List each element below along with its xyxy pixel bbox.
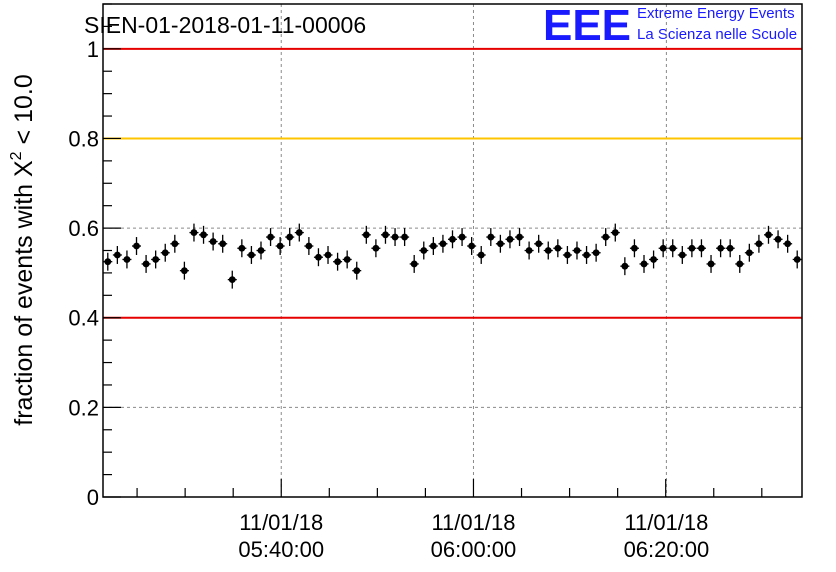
data-point xyxy=(698,244,705,252)
data-point xyxy=(602,233,610,241)
data-point xyxy=(726,244,734,252)
data-point xyxy=(621,262,629,270)
data-point xyxy=(736,260,744,268)
data-point xyxy=(535,240,543,248)
data-point xyxy=(439,240,447,248)
data-point xyxy=(286,233,294,241)
y-tick-label: 0.6 xyxy=(68,216,99,241)
data-point xyxy=(180,267,188,275)
data-point xyxy=(554,244,562,252)
chart-title: SIEN-01-2018-01-11-00006 xyxy=(84,12,366,38)
data-point xyxy=(257,247,265,254)
x-tick-label-time: 06:00:00 xyxy=(431,537,517,562)
data-point xyxy=(631,244,638,252)
data-point xyxy=(506,235,514,243)
data-point xyxy=(659,244,667,252)
data-point xyxy=(219,240,227,248)
logo-line-2: La Scienza nelle Scuole xyxy=(637,26,797,43)
data-point xyxy=(401,233,409,241)
data-point xyxy=(133,242,140,250)
data-point xyxy=(449,235,456,243)
data-point xyxy=(583,251,590,259)
data-point xyxy=(410,260,418,268)
data-point xyxy=(755,240,763,248)
data-point xyxy=(678,251,686,259)
y-axis-label: fraction of events with X2 < 10.0 xyxy=(8,74,38,425)
data-point xyxy=(525,247,533,254)
data-point xyxy=(717,244,725,252)
data-point xyxy=(477,251,485,259)
data-point xyxy=(113,251,121,259)
data-point xyxy=(200,231,207,239)
data-point xyxy=(343,256,351,263)
data-point xyxy=(161,249,169,257)
data-point xyxy=(592,249,600,257)
data-point xyxy=(765,231,772,239)
logo-letters: EEE xyxy=(543,1,631,50)
data-point xyxy=(238,244,246,252)
y-axis-label-suffix: < 10.0 xyxy=(10,74,38,151)
y-tick-label: 0.4 xyxy=(68,306,99,331)
data-point xyxy=(468,242,476,250)
data-point xyxy=(688,244,696,252)
data-point xyxy=(152,256,160,263)
data-point xyxy=(487,233,495,241)
x-tick-label-time: 05:40:00 xyxy=(238,537,324,562)
x-tick-label-time: 06:20:00 xyxy=(624,537,710,562)
data-point xyxy=(353,267,361,275)
x-tick-label-date: 11/01/18 xyxy=(624,510,708,535)
logo-line-1: Extreme Energy Events xyxy=(637,5,795,22)
data-point xyxy=(774,235,782,243)
data-point xyxy=(267,233,274,241)
data-point xyxy=(707,260,715,268)
data-point xyxy=(611,229,619,236)
y-tick-label: 1 xyxy=(87,37,99,62)
y-tick-label: 0 xyxy=(87,485,99,510)
data-point xyxy=(573,247,581,254)
data-point xyxy=(420,247,428,254)
data-point xyxy=(190,229,198,236)
data-point xyxy=(391,233,399,241)
data-point xyxy=(496,240,504,248)
data-point xyxy=(209,238,217,245)
data-point xyxy=(334,258,341,266)
data-point xyxy=(315,253,322,261)
plot-area: 00.20.40.60.8111/01/1805:40:0011/01/1806… xyxy=(68,3,803,562)
eee-logo: EEE Extreme Energy Events La Scienza nel… xyxy=(543,1,797,50)
data-point xyxy=(276,242,284,250)
data-point xyxy=(372,244,380,252)
data-point xyxy=(544,247,552,254)
x-tick-label-date: 11/01/18 xyxy=(431,510,515,535)
data-point xyxy=(123,256,131,263)
data-point xyxy=(564,251,571,259)
data-point xyxy=(516,233,523,241)
data-point xyxy=(171,240,179,248)
data-point xyxy=(458,233,466,241)
data-point xyxy=(745,249,753,257)
data-point xyxy=(784,240,792,248)
data-point xyxy=(650,256,657,263)
data-point xyxy=(640,260,648,268)
data-point xyxy=(793,256,801,263)
data-point xyxy=(228,276,236,284)
data-point xyxy=(429,242,437,250)
plot-frame xyxy=(102,3,803,498)
data-point xyxy=(324,251,332,259)
x-tick-label-date: 11/01/18 xyxy=(239,510,323,535)
data-point xyxy=(382,231,389,239)
data-point xyxy=(248,251,255,259)
data-point xyxy=(362,231,370,239)
y-tick-label: 0.8 xyxy=(68,126,99,151)
y-axis-label-prefix: fraction of events with X xyxy=(10,160,38,426)
y-tick-label: 0.2 xyxy=(68,395,99,420)
data-point xyxy=(142,260,150,268)
data-point xyxy=(104,258,112,266)
data-point xyxy=(669,244,677,252)
data-point xyxy=(295,229,303,236)
data-point xyxy=(305,242,313,250)
y-axis-label-sup: 2 xyxy=(8,151,25,160)
